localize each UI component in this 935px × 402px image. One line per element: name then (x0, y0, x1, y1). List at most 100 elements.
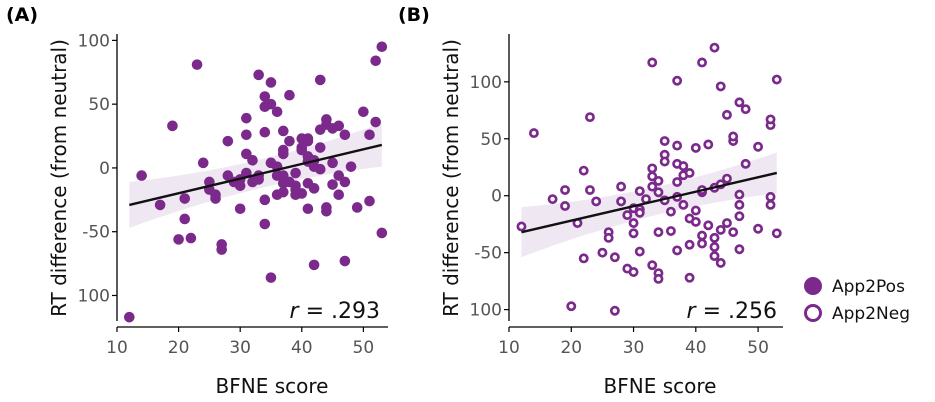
panel-b-point (528, 128, 539, 139)
panel-a-x-tick-label: 20 (168, 338, 190, 358)
panel-a-x-tick-label: 50 (353, 338, 375, 358)
panel-b-point (728, 227, 739, 238)
panel-b-point (722, 218, 732, 229)
panel-b-point (653, 273, 664, 284)
panel-b-point (647, 57, 658, 68)
panel-b-y-tick-label: -50 (474, 244, 502, 264)
panel-a-point (302, 203, 314, 215)
panel-a-point (216, 244, 228, 255)
panel-b-points (516, 42, 782, 316)
panel-b-point (771, 74, 782, 85)
panel-b-point (771, 228, 782, 239)
panel-b-point (690, 142, 701, 153)
panel-b-point (697, 238, 707, 249)
panel-a-point (247, 154, 258, 166)
panel-a-point (333, 120, 345, 132)
panel-a-point (191, 59, 203, 70)
panel-a-point (234, 203, 246, 215)
panel-b-point (722, 173, 732, 184)
panel-b-point (672, 245, 683, 256)
panel-a-point (333, 189, 345, 201)
panel-a-point (376, 41, 388, 53)
panel-b-point (765, 199, 776, 210)
panel-b-point (715, 81, 726, 92)
panel-b-point (647, 163, 658, 174)
panel-b-point (672, 177, 683, 188)
panel-a-fit-line (129, 143, 383, 207)
panel-b-point (709, 251, 720, 262)
panel-b-x-tick-label: 30 (623, 338, 645, 358)
panel-b-point (628, 218, 639, 229)
legend-swatch-app2neg (804, 304, 822, 322)
panel-a-point (321, 206, 332, 217)
panel-b-point (734, 199, 745, 210)
panel-b: (B) BFNE score RT difference (from neutr… (398, 4, 783, 398)
panel-b-point (585, 185, 595, 195)
panel-b-point (734, 244, 745, 255)
panel-b-point (672, 75, 683, 86)
panel-a-point (241, 129, 252, 141)
panel-b-point (690, 205, 701, 216)
panel-b-x-tick-label: 40 (685, 338, 707, 358)
panel-a-r-symbol: r (290, 299, 301, 324)
panel-a-point (259, 126, 271, 138)
panel-b-point (659, 156, 670, 167)
panel-b-point (591, 196, 602, 207)
panel-b-point (740, 158, 751, 169)
panel-b-point (728, 131, 739, 142)
panel-b-point (703, 139, 714, 150)
panel-b-point (597, 247, 608, 258)
panel-b-point (653, 227, 664, 238)
panel-a-point (277, 148, 289, 160)
panel-b-y-tick-label: 100 (470, 301, 502, 321)
panel-a-point (259, 91, 271, 102)
panel-a-point (290, 167, 301, 179)
panel-b-point (697, 57, 707, 68)
panel-b-point (665, 226, 676, 236)
panel-a-y-tick-label: 50 (88, 95, 110, 115)
legend-label-app2pos: App2Pos (832, 277, 905, 297)
panel-b-point (678, 161, 689, 172)
panel-a-point (179, 213, 191, 225)
panel-b-y-tick-label: 50 (480, 130, 502, 150)
panel-a-point (327, 179, 338, 190)
panel-a-point (277, 125, 289, 137)
panel-a-point (259, 194, 271, 206)
panel-a-point (210, 193, 221, 204)
panel-a-point (284, 135, 295, 147)
panel-b-point (684, 272, 695, 283)
panel-b-point (697, 230, 707, 241)
panel-b-point (709, 232, 720, 243)
panel-a-point (284, 89, 295, 101)
panel-b-point (709, 242, 720, 252)
panel-b-x-tick-label: 50 (747, 338, 769, 358)
panel-b-point (609, 252, 620, 263)
panel-a-point (136, 170, 147, 181)
panel-b-point (578, 165, 589, 176)
panel-a-y-tick-label: 100 (78, 31, 110, 51)
panel-b-point (628, 267, 639, 277)
panel-a-point (197, 157, 209, 169)
panel-b-point (603, 232, 614, 243)
panel-a-point (339, 176, 351, 188)
panel-b-label: (B) (398, 4, 430, 26)
panel-a-point (179, 193, 191, 204)
legend-swatch-app2pos (804, 277, 822, 295)
panel-b-point (622, 210, 633, 221)
panel-a-point (308, 183, 320, 194)
panel-b-point (516, 221, 527, 232)
panel-b-point (665, 206, 676, 217)
panel-b-point (585, 112, 595, 123)
panel-a-point (351, 202, 363, 213)
panel-a-point (154, 199, 166, 211)
panel-b-point (616, 196, 627, 207)
panel-b-fit-layer (521, 171, 778, 234)
panel-a-point (364, 129, 375, 141)
panel-a-y-title: RT difference (from neutral) (47, 39, 71, 317)
panel-a-point (327, 157, 338, 169)
panel-a-point (222, 135, 234, 147)
panel-b-point (634, 207, 645, 218)
panel-a-x-title: BFNE score (216, 374, 329, 398)
panel-b-point (653, 175, 664, 186)
